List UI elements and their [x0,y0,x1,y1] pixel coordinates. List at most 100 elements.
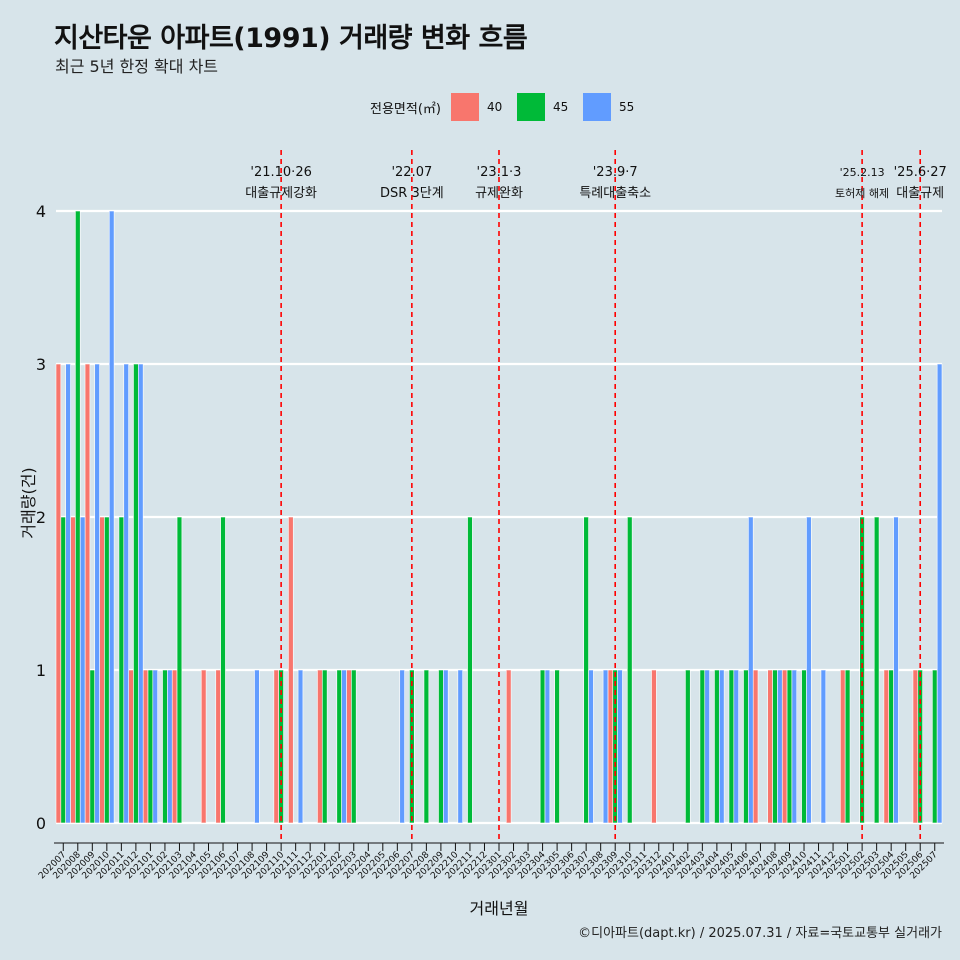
bar-55-202406 [748,516,754,824]
bar-45-202009 [89,669,96,824]
bar-40-202407 [752,669,759,824]
bar-45-202209 [438,669,444,824]
bar-40-202105 [200,669,207,824]
bar-45-202101 [147,669,154,824]
bar-55-202411 [820,669,827,824]
bar-55-202012 [138,363,144,824]
bar-45-202502 [859,516,865,824]
bar-40-202309 [607,669,614,824]
bar-55-202309 [617,669,623,824]
bar-45-202008 [75,210,81,824]
legend-key-40 [450,93,479,121]
bar-45-202202 [336,669,342,824]
bar-45-202503 [873,516,880,824]
bar-40-202010 [99,516,105,824]
legend-item-40: 40 [450,93,507,121]
bar-45-202408 [772,669,778,824]
y-axis-title: 거래량(건) [19,467,38,538]
legend-key-45 [516,93,545,121]
bar-40-202009 [84,363,91,824]
legend: 전용면적(㎡) 40 45 55 [370,93,649,121]
annotation-date: '21.10·26 [250,165,311,180]
legend-label-55: 55 [618,100,635,114]
bar-45-202305 [554,669,560,824]
bar-45-202211 [467,516,473,824]
bar-45-202406 [743,669,749,824]
bar-45-202011 [118,516,125,824]
legend-label-40: 40 [486,100,503,114]
chart-subtitle: 최근 5년 한정 확대 차트 [55,57,219,76]
bar-55-202409 [791,669,798,824]
bar-45-202507 [932,669,938,824]
source-caption: ©디아파트(dapt.kr) / 2025.07.31 / 자료=국토교통부 실… [578,926,942,941]
bar-55-202202 [341,669,347,824]
bar-55-202108 [254,669,260,824]
legend-item-45: 45 [516,93,573,121]
bar-45-202012 [133,363,139,824]
bar-45-202304 [539,669,546,824]
bar-40-202103 [171,669,178,824]
bar-45-202504 [888,669,894,824]
y-tick-label: 3 [36,355,46,374]
bar-45-202405 [728,669,735,824]
bar-55-202403 [704,669,710,824]
annotation-label: 대출규제강화 [245,186,317,201]
bar-55-202405 [733,669,739,824]
bar-55-202101 [152,669,158,824]
y-tick-label: 1 [36,661,46,680]
bar-40-202007 [55,363,62,824]
bar-55-202410 [806,516,812,824]
bar-55-202209 [443,669,449,824]
bar-40-202111 [288,516,294,824]
bar-40-202506 [912,669,919,824]
legend-item-55: 55 [582,93,639,121]
bar-45-202501 [844,669,851,824]
bar-45-202403 [699,669,706,824]
bar-55-202011 [123,363,129,824]
bar-55-202507 [936,363,943,824]
annotation-label: 대출규제 [896,186,944,201]
bar-55-202009 [94,363,100,824]
bar-40-202012 [128,669,134,824]
bar-45-202007 [60,516,66,824]
bar-55-202102 [167,669,173,824]
y-tick-label: 2 [36,508,46,527]
bar-40-202312 [651,669,657,824]
annotation-date: '23.1·3 [477,165,522,180]
bar-45-202404 [714,669,720,824]
annotation-label: DSR 3단계 [380,186,444,201]
bar-45-202103 [176,516,183,824]
chart-title: 지산타운 아파트(1991) 거래량 변화 흐름 [54,23,528,54]
legend-label-45: 45 [552,100,569,114]
bar-45-202307 [583,516,589,824]
bar-45-202010 [104,516,110,824]
bar-55-202404 [718,669,725,824]
annotation-label: 특례대출축소 [579,186,651,201]
y-tick-label: 0 [36,814,46,833]
bar-40-202302 [505,669,512,824]
annotation-date: '25.2.13 [840,166,885,179]
bar-45-202208 [423,669,430,824]
bar-45-202409 [786,669,793,824]
bar-45-202310 [627,516,633,824]
bar-45-202402 [685,669,691,824]
bar-55-202007 [65,363,71,824]
bar-40-202106 [215,669,221,824]
bar-55-202307 [588,669,594,824]
bar-55-202008 [79,516,86,824]
bar-45-202102 [162,669,168,824]
legend-key-55 [582,93,611,121]
annotation-date: '23.9·7 [593,165,638,180]
bar-55-202010 [108,210,115,824]
bar-40-202409 [781,669,788,824]
bar-55-202408 [777,669,783,824]
annotation-date: '25.6·27 [894,165,947,180]
bar-45-202106 [220,516,226,824]
bar-40-202201 [317,669,323,824]
annotation-date: '22.07 [391,165,432,180]
x-axis-title: 거래년월 [470,899,529,918]
bar-40-202501 [840,669,846,824]
bar-55-202304 [544,669,551,824]
bar-40-202203 [346,669,352,824]
